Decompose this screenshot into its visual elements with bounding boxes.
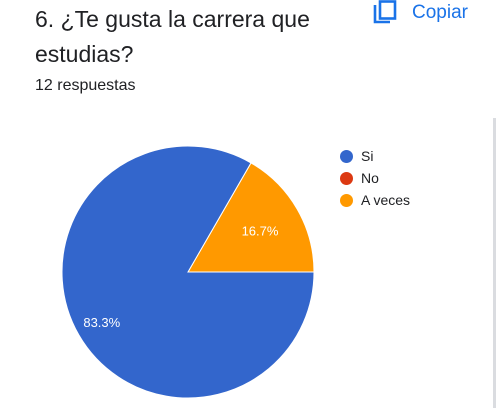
legend-label-a-veces: A veces (361, 192, 411, 208)
legend-swatch-a-veces (340, 193, 353, 207)
pie-slice-a-veces[interactable] (187, 162, 315, 273)
legend-swatch-si (340, 149, 353, 163)
chart-legend: Si No A veces (340, 145, 410, 211)
slice-label-si: 83.3% (83, 315, 120, 330)
question-title: 6. ¿Te gusta la carrera que estudias? (35, 6, 310, 67)
legend-swatch-no (340, 171, 353, 185)
copy-icon (373, 0, 397, 24)
panel-edge (493, 118, 496, 408)
legend-label-no: No (361, 170, 379, 186)
legend-item-si[interactable]: Si (340, 145, 410, 167)
pie-slice-si[interactable] (61, 145, 315, 399)
legend-label-si: Si (361, 148, 374, 164)
slice-label-a-veces: 16.7% (242, 223, 279, 238)
copy-button[interactable]: Copiar (372, 0, 468, 26)
legend-item-no[interactable]: No (340, 167, 410, 189)
copy-label: Copiar (412, 2, 468, 23)
legend-item-a-veces[interactable]: A veces (340, 189, 410, 211)
response-count: 12 respuestas (35, 77, 136, 94)
